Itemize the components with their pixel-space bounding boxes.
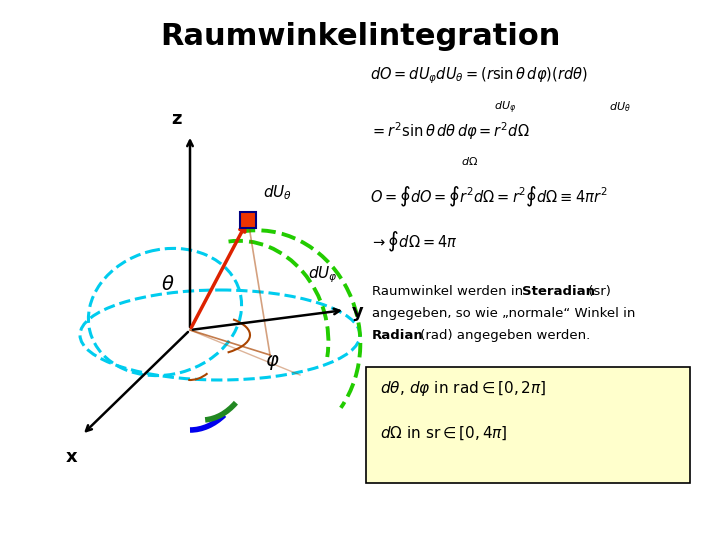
Text: angegeben, so wie „normale“ Winkel in: angegeben, so wie „normale“ Winkel in [372, 307, 635, 320]
Text: $\theta$: $\theta$ [161, 275, 175, 294]
Text: $dO = dU_{\varphi}dU_{\theta} = (r\sin\theta\,d\varphi)(rd\theta)$: $dO = dU_{\varphi}dU_{\theta} = (r\sin\t… [370, 65, 588, 86]
Text: $O = \oint dO = \oint r^{2}d\Omega = r^{2}\oint d\Omega \equiv 4\pi r^{2}$: $O = \oint dO = \oint r^{2}d\Omega = r^{… [370, 185, 608, 209]
Bar [240, 212, 256, 228]
Text: $dU_{\varphi}$: $dU_{\varphi}$ [308, 265, 338, 285]
Text: (sr): (sr) [584, 285, 611, 298]
Text: $\rightarrow \oint d\Omega = 4\pi$: $\rightarrow \oint d\Omega = 4\pi$ [370, 230, 457, 254]
Text: $d\Omega\ \mathrm{in\ sr}\in[0,4\pi]$: $d\Omega\ \mathrm{in\ sr}\in[0,4\pi]$ [380, 425, 508, 442]
Text: $dU_{\theta}$: $dU_{\theta}$ [263, 183, 292, 202]
Text: $\varphi$: $\varphi$ [265, 353, 279, 372]
Text: $= r^{2}\sin\theta\,d\theta\,d\varphi = r^{2}d\Omega$: $= r^{2}\sin\theta\,d\theta\,d\varphi = … [370, 120, 530, 141]
Text: Steradian: Steradian [522, 285, 595, 298]
Text: (rad) angegeben werden.: (rad) angegeben werden. [416, 329, 590, 342]
Text: Radian: Radian [372, 329, 424, 342]
Text: x: x [66, 448, 78, 466]
Text: y: y [352, 303, 364, 321]
FancyBboxPatch shape [366, 367, 690, 483]
Text: Raumwinkel werden in: Raumwinkel werden in [372, 285, 527, 298]
Text: $dU_{\theta}$: $dU_{\theta}$ [609, 100, 631, 114]
Text: $d\theta,\,d\varphi\ \mathrm{in\ rad}\in[0,2\pi]$: $d\theta,\,d\varphi\ \mathrm{in\ rad}\in… [380, 379, 546, 398]
Text: Raumwinkelintegration: Raumwinkelintegration [160, 22, 560, 51]
Text: z: z [171, 110, 182, 128]
Text: $d\Omega$: $d\Omega$ [462, 155, 479, 167]
Text: $dU_{\varphi}$: $dU_{\varphi}$ [494, 100, 516, 117]
